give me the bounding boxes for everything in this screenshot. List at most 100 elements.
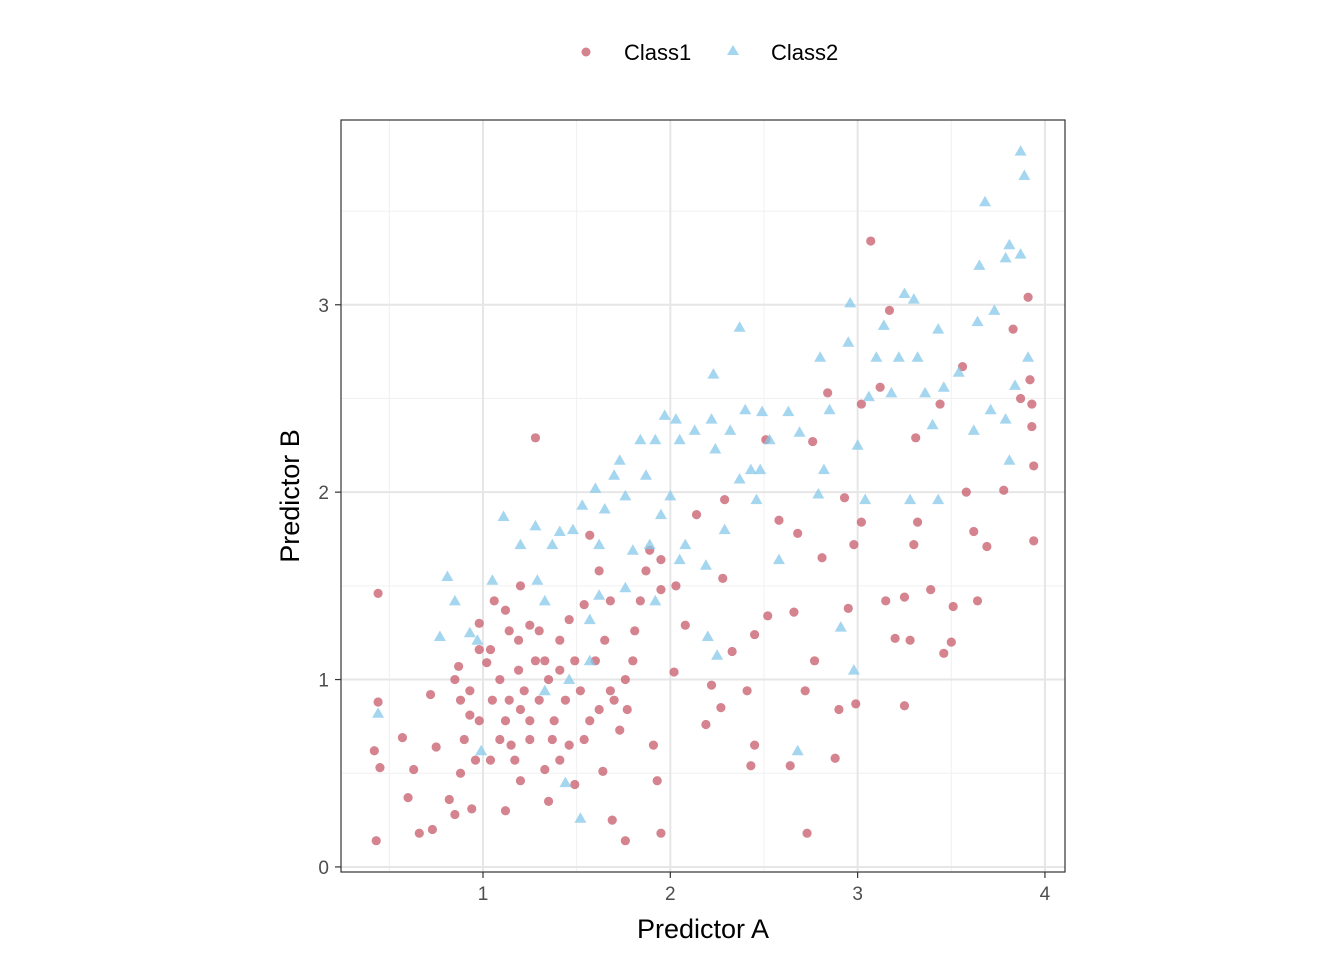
point-class1	[750, 740, 760, 750]
point-class1	[500, 716, 511, 726]
point-class2	[724, 424, 737, 435]
point-class2	[649, 433, 662, 445]
point-class1	[543, 796, 554, 806]
point-class2	[701, 630, 714, 641]
point-class2	[709, 443, 722, 454]
point-class2	[817, 463, 830, 475]
point-class2	[892, 351, 905, 362]
point-class1	[946, 637, 956, 647]
point-class1	[899, 592, 910, 602]
point-class1	[909, 540, 919, 550]
point-class1	[680, 620, 690, 630]
point-class2	[626, 544, 639, 555]
point-class1	[403, 793, 413, 803]
y-tick-label: 1	[318, 671, 329, 692]
point-class2	[664, 489, 677, 501]
point-class1	[397, 733, 408, 743]
point-class1	[823, 388, 833, 398]
point-class1	[830, 753, 840, 763]
point-class2	[598, 503, 611, 514]
point-class1	[789, 607, 799, 617]
point-class1	[1027, 421, 1037, 432]
point-class2	[559, 776, 572, 788]
point-class2	[967, 424, 980, 435]
point-class2	[932, 323, 945, 334]
point-class1	[969, 526, 979, 537]
point-class1	[671, 581, 681, 591]
point-class2	[973, 259, 986, 270]
point-class2	[448, 594, 461, 606]
point-class1	[450, 809, 460, 820]
point-class1	[431, 742, 441, 752]
point-class1	[515, 776, 526, 786]
point-class1	[656, 555, 666, 565]
point-class1	[570, 779, 580, 790]
point-class2	[669, 413, 682, 424]
point-class2	[553, 525, 566, 537]
point-class2	[514, 538, 527, 550]
point-class1	[615, 725, 625, 735]
point-class2	[1014, 145, 1027, 156]
point-class2	[1022, 351, 1035, 362]
point-class1	[375, 763, 385, 773]
point-class1	[515, 581, 526, 591]
point-class1	[881, 596, 891, 606]
point-class1	[648, 740, 659, 750]
point-class1	[607, 815, 617, 825]
point-class2	[877, 319, 890, 330]
point-class1	[935, 399, 945, 409]
point-class1	[455, 695, 466, 705]
point-class2	[971, 315, 984, 327]
point-class2	[988, 304, 1001, 315]
point-class1	[809, 656, 820, 666]
point-class1	[628, 656, 638, 666]
point-class2	[658, 409, 671, 420]
point-class1	[482, 658, 492, 668]
point-class1	[851, 699, 861, 709]
point-class1	[540, 656, 550, 666]
point-class2	[862, 390, 875, 402]
point-class2	[859, 493, 872, 505]
point-class2	[583, 613, 596, 625]
point-class1	[534, 695, 544, 705]
axes: 1 2 3 4 0 1 2 3	[318, 296, 1050, 905]
point-class1	[414, 828, 424, 838]
point-class2	[733, 321, 746, 332]
point-class1	[513, 635, 524, 645]
point-class1	[785, 761, 795, 771]
point-class1	[802, 828, 812, 838]
point-class1	[706, 680, 717, 690]
point-class1	[1025, 375, 1035, 385]
point-class1	[972, 596, 983, 606]
point-class1	[371, 836, 381, 846]
point-class1	[564, 740, 574, 750]
point-class1	[899, 701, 910, 711]
point-class2	[733, 473, 746, 484]
point-class1	[622, 704, 632, 715]
point-class1	[594, 704, 604, 715]
point-class1	[600, 635, 610, 645]
point-class1	[495, 674, 505, 685]
plot-panel	[341, 120, 1065, 872]
point-class2	[593, 538, 606, 550]
point-class1	[487, 695, 497, 705]
point-class1	[450, 674, 460, 685]
point-class1	[656, 585, 666, 595]
point-class2	[639, 469, 652, 480]
point-class1	[506, 740, 516, 750]
point-class1	[856, 399, 866, 409]
point-class1	[1029, 461, 1039, 471]
point-class2	[814, 351, 827, 362]
point-class2	[583, 654, 596, 666]
point-class1	[742, 686, 752, 696]
point-class1	[564, 614, 574, 625]
point-class2	[739, 403, 752, 415]
point-class1	[641, 566, 651, 576]
x-tick-label: 1	[478, 884, 489, 905]
point-class1	[800, 686, 810, 696]
point-class1	[691, 510, 702, 520]
point-class1	[1027, 399, 1037, 409]
point-class1	[504, 695, 514, 705]
point-class2	[744, 463, 757, 475]
point-class1	[905, 635, 915, 645]
